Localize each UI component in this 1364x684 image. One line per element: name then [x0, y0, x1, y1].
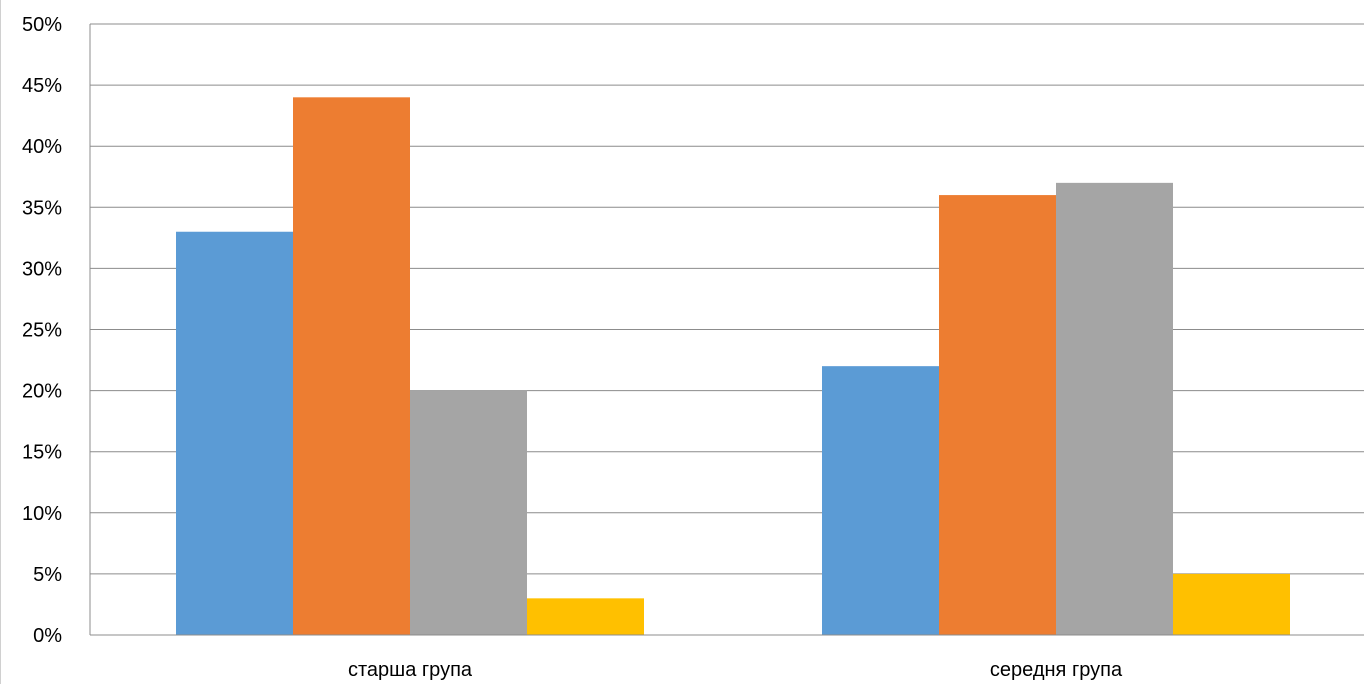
bar-2-3 — [1056, 182, 1173, 636]
y-tick-label: 10% — [22, 503, 62, 525]
y-tick-label: 0% — [33, 625, 62, 647]
y-axis-tick-labels: 0% 5% 10% 15% 20% 25% 30% 35% 40% 45% 50% — [22, 14, 62, 647]
y-tick-label: 25% — [22, 320, 62, 342]
bar-1-2 — [293, 97, 410, 635]
bar-1-3 — [410, 390, 527, 635]
y-tick-label: 50% — [22, 14, 62, 36]
y-tick-label: 30% — [22, 258, 62, 280]
y-tick-label: 40% — [22, 136, 62, 158]
y-tick-label: 45% — [22, 75, 62, 97]
bar-1-1 — [176, 231, 293, 636]
x-category-label: середня група — [990, 659, 1123, 681]
bar-1-4 — [527, 598, 644, 635]
y-tick-label: 35% — [22, 197, 62, 219]
bar-2-1 — [822, 366, 939, 635]
y-tick-label: 5% — [33, 564, 62, 586]
y-tick-label: 20% — [22, 381, 62, 403]
bar-2-4 — [1173, 573, 1290, 635]
x-category-label: старша група — [348, 659, 473, 681]
bar-2-2 — [939, 195, 1056, 635]
bars — [176, 97, 1290, 636]
y-tick-label: 15% — [22, 442, 62, 464]
x-axis-category-labels: старша група середня група — [348, 659, 1123, 681]
